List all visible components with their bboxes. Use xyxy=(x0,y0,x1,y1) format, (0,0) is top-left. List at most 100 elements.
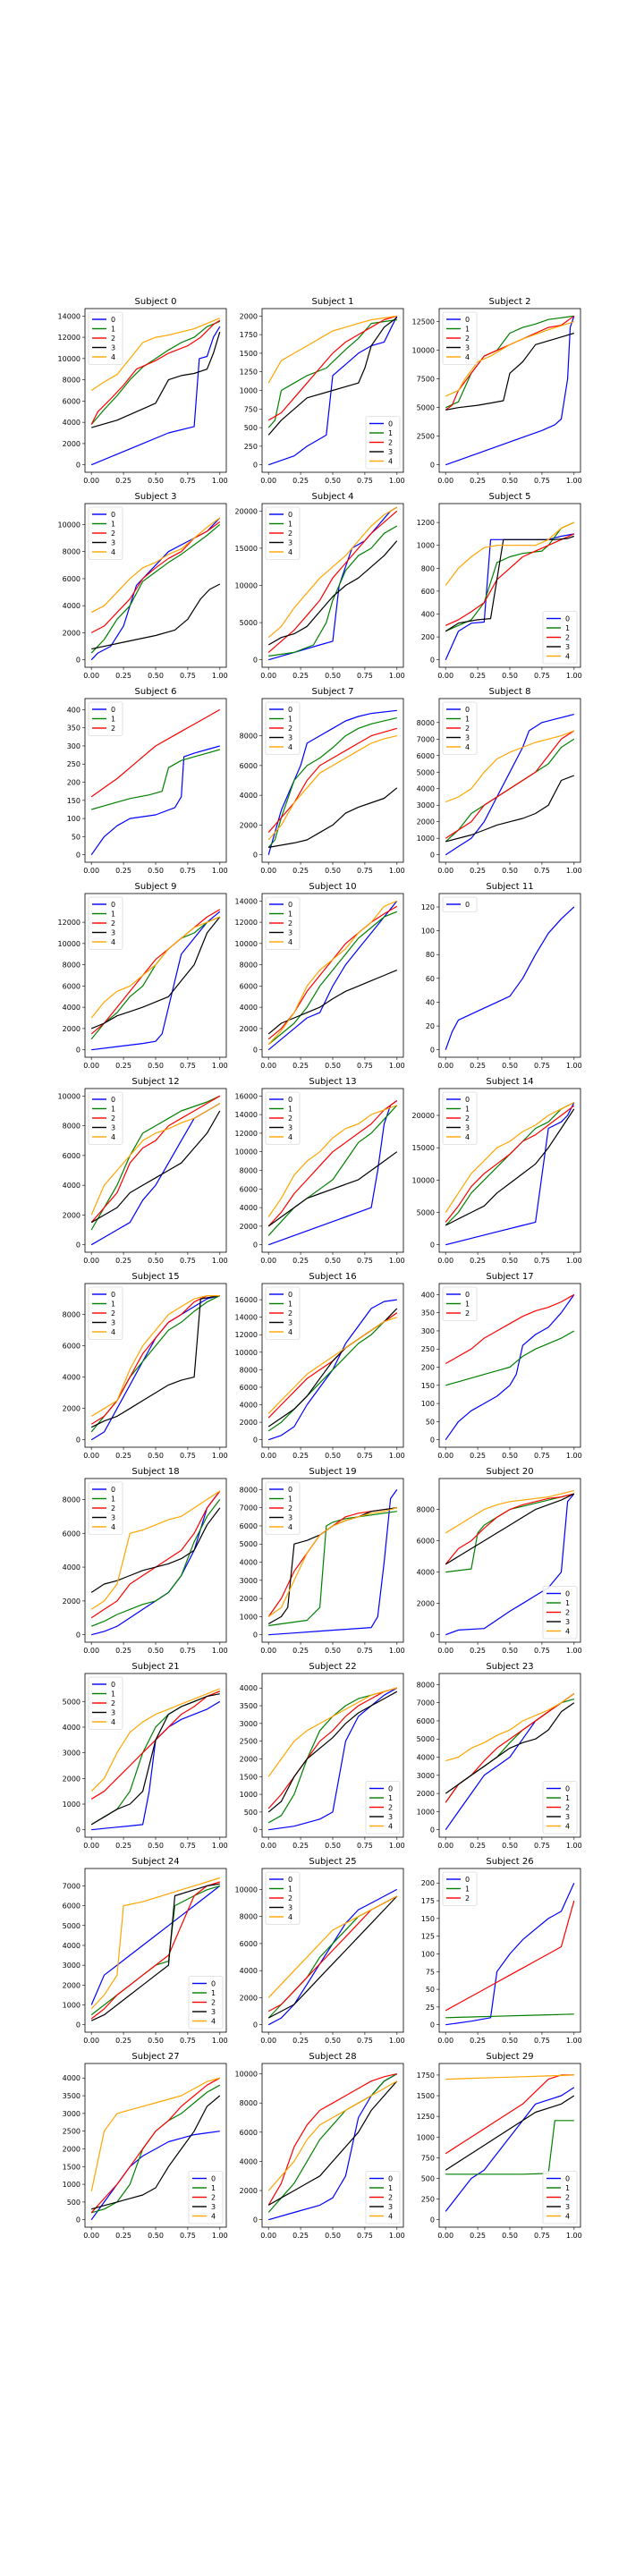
x-tick-label: 1.00 xyxy=(212,477,228,485)
legend-label: 3 xyxy=(111,1124,115,1132)
legend-label: 1 xyxy=(111,521,115,529)
legend-label: 4 xyxy=(388,2213,393,2221)
legend-label: 4 xyxy=(288,938,292,946)
y-tick-label: 1000 xyxy=(240,1613,258,1621)
legend-label: 2 xyxy=(111,1114,115,1123)
y-tick-label: 1200 xyxy=(417,519,435,527)
x-tick-label: 0.25 xyxy=(115,2232,131,2240)
legend: 01234 xyxy=(366,1782,400,1835)
x-tick-label: 0.75 xyxy=(534,1062,550,1070)
x-tick-label: 0.25 xyxy=(292,672,309,680)
y-tick-label: 12500 xyxy=(412,318,435,326)
y-tick-label: 4000 xyxy=(240,1684,258,1692)
legend-label: 2 xyxy=(288,1114,292,1123)
y-tick-label: 10000 xyxy=(58,1092,80,1100)
legend-label: 4 xyxy=(388,458,393,466)
y-tick-label: 2500 xyxy=(417,433,435,441)
x-tick-label: 0.00 xyxy=(83,867,99,875)
legend-label: 0 xyxy=(388,2175,393,2183)
x-tick-label: 0.25 xyxy=(115,1062,131,1070)
legend-label: 4 xyxy=(465,743,470,751)
legend: 01234 xyxy=(266,1287,300,1340)
x-tick-label: 0.75 xyxy=(357,1257,373,1265)
series-line-4 xyxy=(445,1694,574,1761)
y-tick-label: 8000 xyxy=(63,1311,80,1319)
legend-label: 3 xyxy=(565,643,570,651)
y-tick-label: 0 xyxy=(76,657,80,665)
y-tick-label: 4000 xyxy=(63,602,80,610)
legend-label: 3 xyxy=(565,1618,570,1626)
y-tick-label: 5000 xyxy=(417,404,435,412)
legend: 01234 xyxy=(266,702,300,755)
y-tick-label: 3000 xyxy=(240,1577,258,1585)
x-tick-label: 0.00 xyxy=(83,672,99,680)
x-tick-label: 0.25 xyxy=(115,867,131,875)
y-tick-label: 8000 xyxy=(63,548,80,556)
y-tick-label: 6000 xyxy=(63,1530,80,1538)
subplot-29: Subject 290.00 0.25 0.50 0.75 1.000250500750… xyxy=(417,2052,582,2240)
legend-label: 0 xyxy=(288,706,292,714)
y-tick-label: 1500 xyxy=(63,2163,80,2171)
x-tick-label: 0.50 xyxy=(148,1842,164,1850)
subplot-title: Subject 12 xyxy=(131,1077,179,1087)
y-tick-label: 4000 xyxy=(63,1563,80,1572)
legend-label: 2 xyxy=(288,919,292,928)
y-tick-label: 1000 xyxy=(63,2002,80,2010)
x-tick-label: 0.25 xyxy=(292,1257,309,1265)
subplot-title: Subject 7 xyxy=(312,687,354,697)
y-tick-label: 500 xyxy=(244,424,258,432)
y-tick-label: 6000 xyxy=(63,982,80,990)
y-tick-label: 14000 xyxy=(235,897,258,905)
y-tick-label: 1250 xyxy=(240,369,258,377)
y-tick-label: 400 xyxy=(67,706,80,714)
x-tick-label: 0.25 xyxy=(470,1257,486,1265)
y-tick-label: 150 xyxy=(67,797,80,805)
subplot-5: Subject 50.00 0.25 0.50 0.75 1.0002004006008… xyxy=(417,492,582,680)
x-tick-label: 0.50 xyxy=(502,1647,518,1655)
legend-label: 2 xyxy=(465,1894,470,1902)
x-tick-label: 1.00 xyxy=(212,672,228,680)
x-tick-label: 0.25 xyxy=(115,1842,131,1850)
x-tick-label: 1.00 xyxy=(389,2232,405,2240)
x-tick-label: 0.25 xyxy=(292,1842,309,1850)
x-tick-label: 0.00 xyxy=(437,2037,453,2045)
y-tick-label: 0 xyxy=(253,852,258,860)
x-tick-label: 1.00 xyxy=(212,1842,228,1850)
series-line-4 xyxy=(445,522,574,585)
y-tick-label: 3000 xyxy=(63,1750,80,1758)
y-tick-label: 750 xyxy=(421,2154,435,2162)
legend-label: 3 xyxy=(565,2203,570,2211)
y-tick-label: 6000 xyxy=(240,762,258,770)
x-tick-label: 0.25 xyxy=(470,1062,486,1070)
y-tick-label: 1500 xyxy=(240,350,258,358)
x-tick-label: 0.00 xyxy=(260,2232,276,2240)
legend-label: 2 xyxy=(111,724,115,733)
legend-label: 2 xyxy=(288,1894,292,1902)
x-tick-label: 1.00 xyxy=(566,1647,582,1655)
x-tick-label: 1.00 xyxy=(389,672,405,680)
y-tick-label: 350 xyxy=(421,1309,435,1318)
legend-label: 1 xyxy=(288,521,292,529)
y-tick-label: 600 xyxy=(421,588,435,596)
series-line-2 xyxy=(268,316,397,420)
subplot-title: Subject 13 xyxy=(309,1077,356,1087)
y-tick-label: 16000 xyxy=(235,1092,258,1100)
subplot-title: Subject 1 xyxy=(312,297,354,307)
x-tick-label: 0.75 xyxy=(357,2037,373,2045)
subplot-title: Subject 10 xyxy=(309,882,356,892)
legend-label: 3 xyxy=(211,2008,216,2016)
subplot-16: Subject 16 0.00 0.25 0.50 0.75 1.00 0 2000 4000 6… xyxy=(235,1272,405,1460)
x-tick-label: 1.00 xyxy=(566,477,582,485)
x-tick-label: 0.50 xyxy=(502,867,518,875)
subplot-20: Subject 200.00 0.25 0.50 0.75 1.000200040006… xyxy=(417,1467,582,1655)
legend-label: 1 xyxy=(465,716,470,724)
y-tick-label: 80 xyxy=(426,951,435,959)
y-tick-label: 3000 xyxy=(63,1962,80,1970)
legend-label: 3 xyxy=(111,539,115,547)
x-tick-label: 0.00 xyxy=(437,1257,453,1265)
legend-label: 3 xyxy=(288,539,292,547)
x-tick-label: 0.75 xyxy=(180,867,196,875)
y-tick-label: 175 xyxy=(421,1897,435,1905)
x-tick-label: 0.50 xyxy=(502,1452,518,1460)
x-tick-label: 0.75 xyxy=(534,1257,550,1265)
